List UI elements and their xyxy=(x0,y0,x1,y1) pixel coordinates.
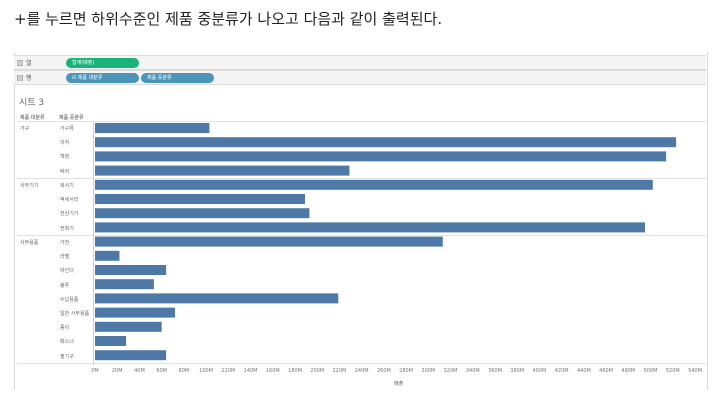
x-tick-label: 160M xyxy=(266,368,280,374)
group-label[interactable]: 가구 xyxy=(20,126,30,132)
x-tick-label: 240M xyxy=(355,368,369,374)
subcategory-label[interactable]: 라벨 xyxy=(60,254,70,260)
subcategory-label[interactable]: 바인더 xyxy=(60,268,74,274)
category-pill[interactable]: ⊟ 제품 대분류 xyxy=(66,73,139,83)
rows-shelf[interactable]: 행 ⊟ 제품 대분류 제품 중분류 xyxy=(14,70,706,85)
x-tick-label: 380M xyxy=(510,368,524,374)
bar[interactable] xyxy=(95,179,653,190)
x-tick-label: 0M xyxy=(91,368,99,374)
subcategory-label[interactable]: 필기구 xyxy=(60,354,74,360)
x-tick-label: 460M xyxy=(599,368,613,374)
subcategory-label[interactable]: 책장 xyxy=(60,154,70,160)
x-tick-label: 300M xyxy=(421,368,435,374)
x-tick-label: 340M xyxy=(466,368,480,374)
header-category: 제품 대분류 xyxy=(20,115,45,121)
bar[interactable] xyxy=(95,265,167,275)
subcategory-label[interactable]: 가구류 xyxy=(60,126,74,132)
bar[interactable] xyxy=(95,194,305,204)
tutorial-caption: +를 누르면 하위수준인 제품 중분류가 나오고 다음과 같이 출력된다. xyxy=(14,10,443,28)
bar[interactable] xyxy=(95,137,677,148)
bar[interactable] xyxy=(95,336,127,346)
subcategory-label[interactable]: 패스너 xyxy=(60,339,74,345)
tableau-worksheet-frame xyxy=(14,52,708,390)
x-tick-label: 180M xyxy=(288,368,302,374)
bar[interactable] xyxy=(95,250,120,261)
group-divider xyxy=(17,363,706,364)
x-tick-label: 60M xyxy=(156,368,167,374)
x-tick-label: 80M xyxy=(179,368,190,374)
header-subcategory: 제품 중분류 xyxy=(59,115,84,121)
x-tick-label: 20M xyxy=(112,368,123,374)
x-tick-label: 540M xyxy=(688,368,702,374)
columns-icon xyxy=(17,59,23,66)
subcategory-label[interactable]: 봉투 xyxy=(60,283,70,289)
bar[interactable] xyxy=(95,350,167,361)
x-tick-label: 320M xyxy=(444,368,458,374)
bar[interactable] xyxy=(95,236,443,247)
x-tick-label: 100M xyxy=(199,368,213,374)
rows-shelf-label: 행 xyxy=(26,75,32,82)
bar[interactable] xyxy=(95,222,645,233)
header-divider xyxy=(17,121,706,122)
x-tick-label: 200M xyxy=(310,368,324,374)
subcategory-label[interactable]: 의자 xyxy=(60,140,70,146)
subcategory-label[interactable]: 일반 사무용품 xyxy=(60,311,90,317)
bar[interactable] xyxy=(95,293,339,304)
sum-sales-pill[interactable]: 합계(매출) xyxy=(66,58,139,68)
x-tick-label: 140M xyxy=(244,368,258,374)
bar[interactable] xyxy=(95,307,175,318)
group-divider xyxy=(17,235,706,236)
subcategory-label[interactable]: 전산기기 xyxy=(60,211,79,217)
x-tick-label: 360M xyxy=(488,368,502,374)
x-tick-label: 520M xyxy=(666,368,680,374)
bar[interactable] xyxy=(95,165,350,176)
plot-left-border xyxy=(93,121,94,365)
x-tick-label: 440M xyxy=(577,368,591,374)
x-tick-label: 480M xyxy=(621,368,635,374)
subcategory-label[interactable]: 전화기 xyxy=(60,226,74,232)
columns-shelf[interactable]: 열 합계(매출) xyxy=(14,55,706,70)
x-tick-label: 120M xyxy=(221,368,235,374)
subcategory-label[interactable]: 가전 xyxy=(60,240,70,246)
rows-icon xyxy=(17,74,23,81)
bar[interactable] xyxy=(95,123,210,133)
bar[interactable] xyxy=(95,208,310,219)
x-tick-label: 400M xyxy=(533,368,547,374)
subcategory-label[interactable]: 수납용품 xyxy=(60,297,79,303)
subcategory-label[interactable]: 종이 xyxy=(60,325,70,331)
group-label[interactable]: 사무용품 xyxy=(20,240,39,246)
bar[interactable] xyxy=(95,279,154,290)
x-tick-label: 280M xyxy=(399,368,413,374)
x-axis-title: 매출 xyxy=(394,381,404,387)
bar[interactable] xyxy=(95,321,162,332)
x-tick-label: 40M xyxy=(134,368,145,374)
subcategory-label[interactable]: 액세서리 xyxy=(60,197,79,203)
sheet-title: 시트 3 xyxy=(19,98,45,108)
x-tick-label: 260M xyxy=(377,368,391,374)
columns-shelf-label: 열 xyxy=(26,60,32,67)
x-tick-label: 220M xyxy=(333,368,347,374)
subcategory-pill[interactable]: 제품 중분류 xyxy=(141,73,214,83)
subcategory-label[interactable]: 복사기 xyxy=(60,183,74,189)
x-tick-label: 420M xyxy=(555,368,569,374)
x-tick-label: 500M xyxy=(644,368,658,374)
subcategory-label[interactable]: 탁자 xyxy=(60,169,70,175)
bar[interactable] xyxy=(95,151,667,162)
group-divider xyxy=(17,178,706,179)
group-label[interactable]: 사무기기 xyxy=(20,183,39,189)
